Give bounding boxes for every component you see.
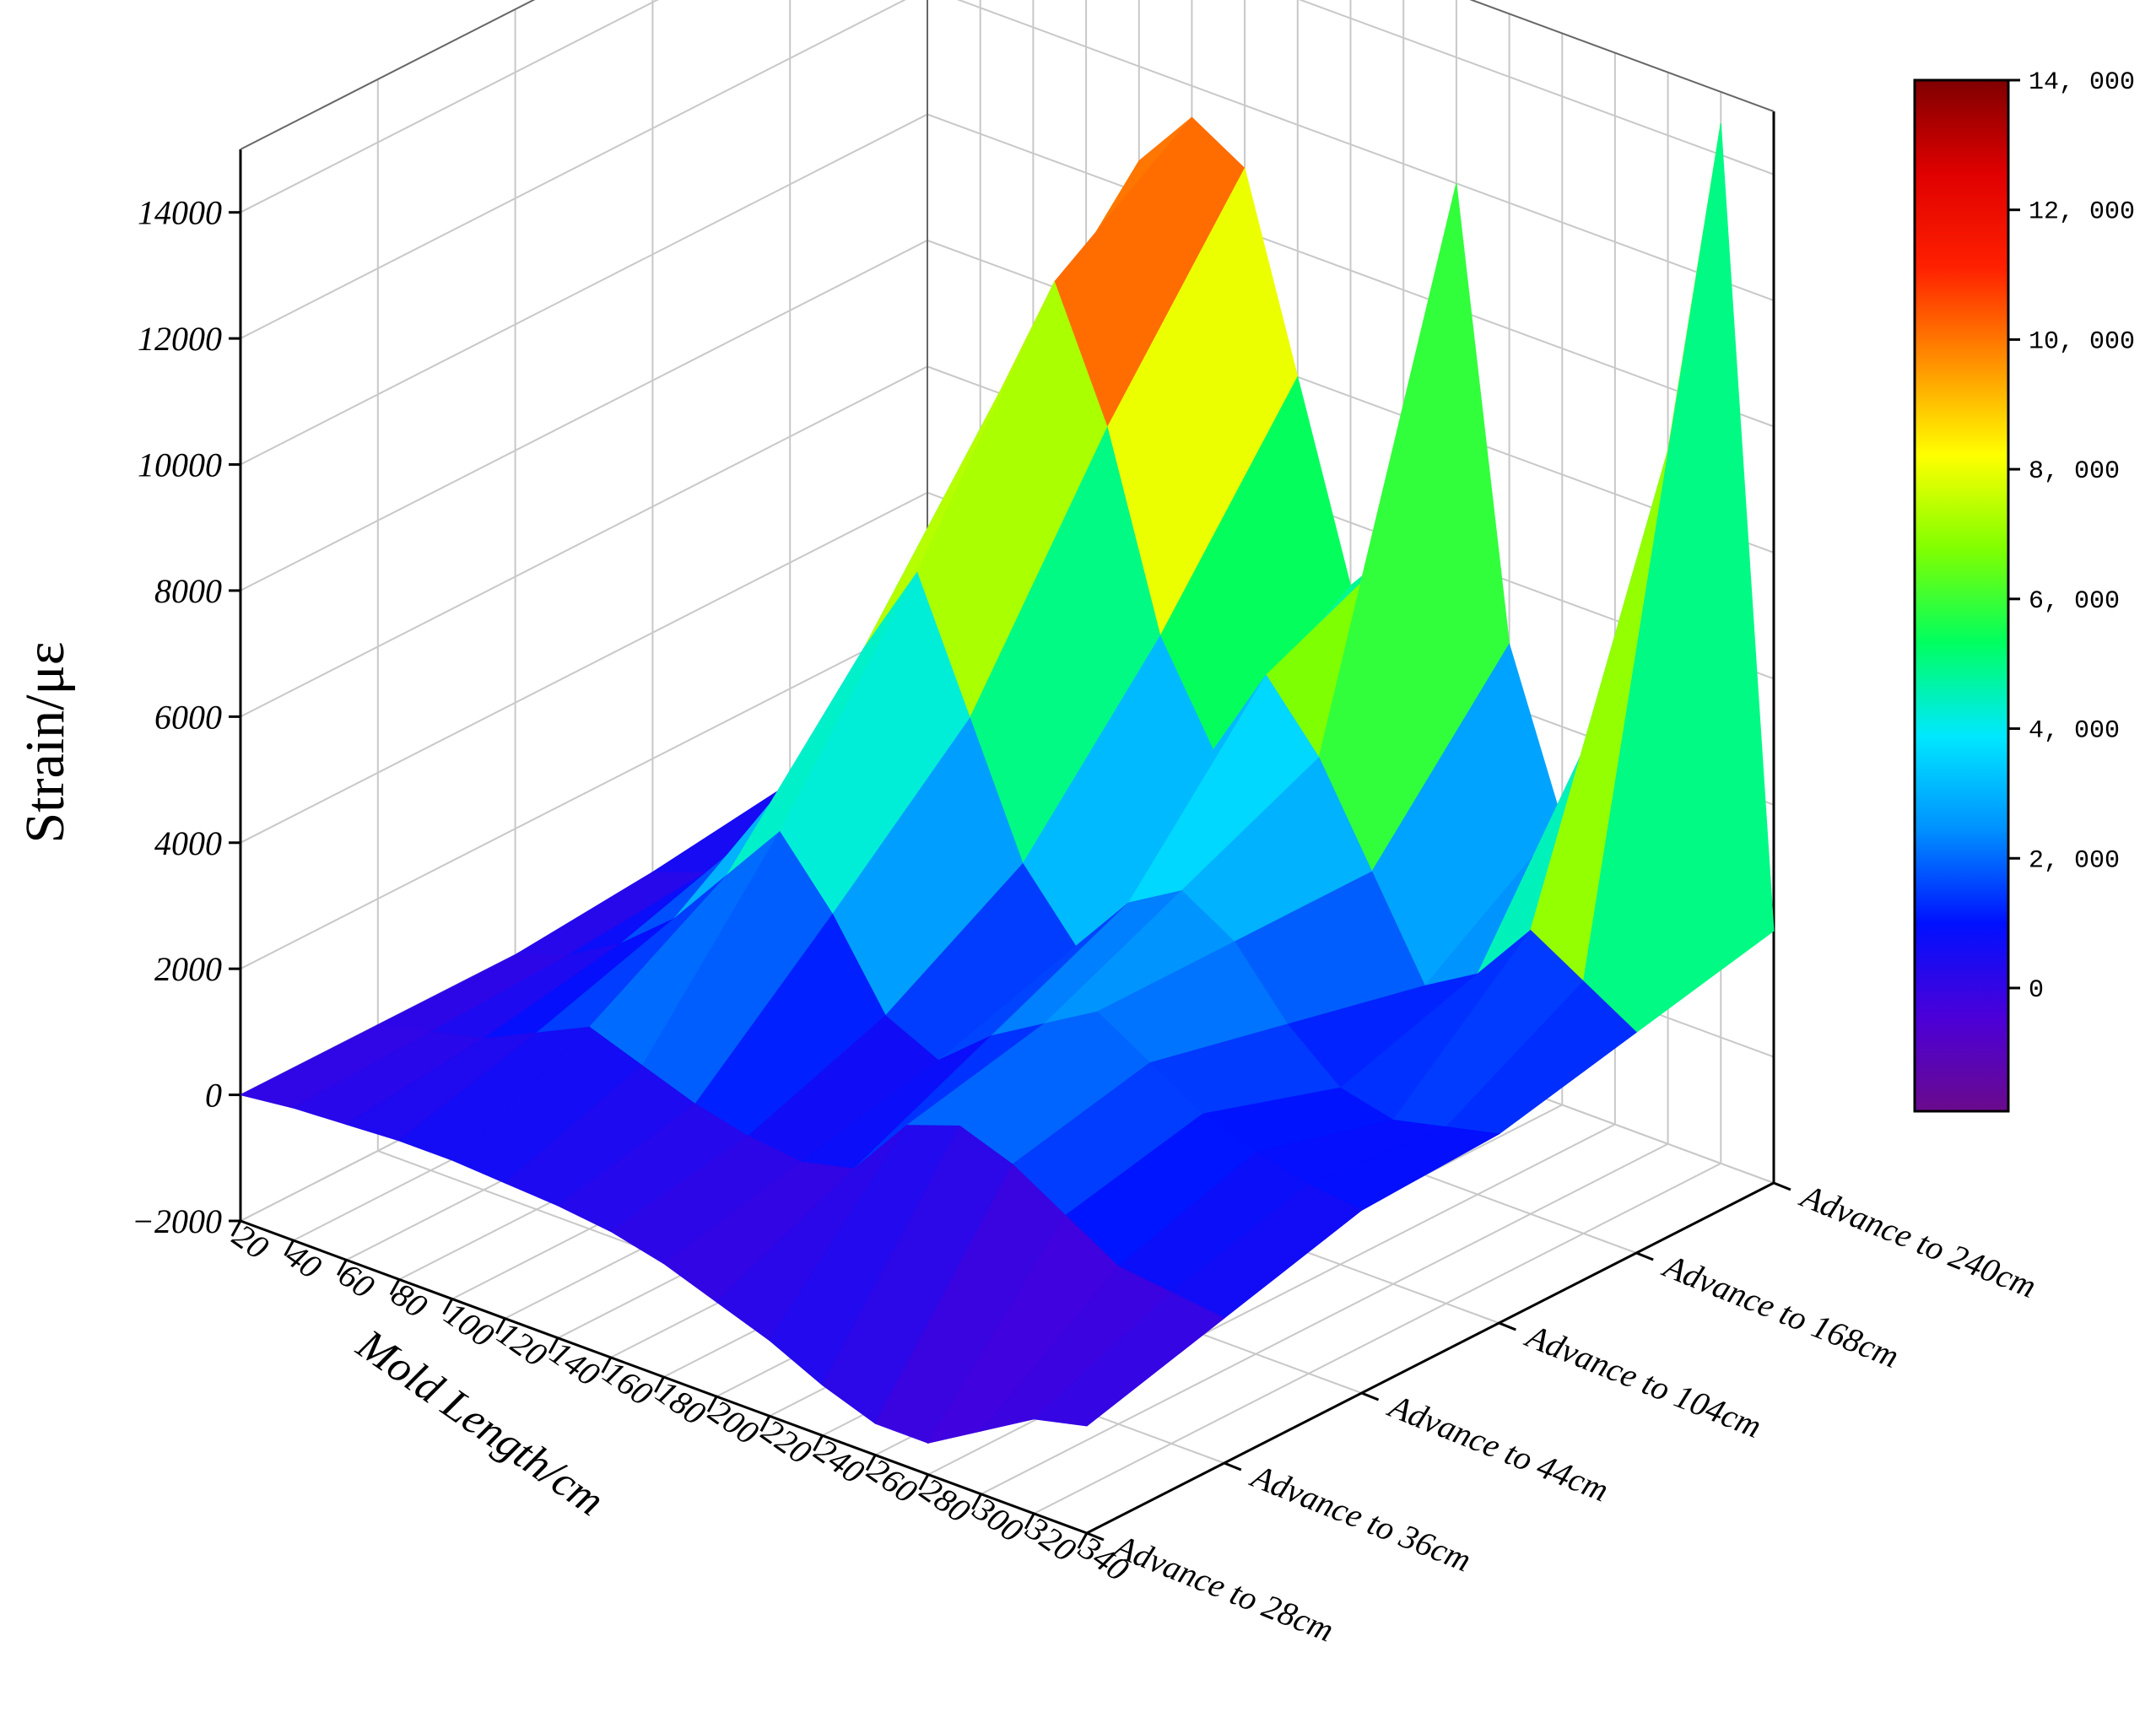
colorbar-tick-label: 14, 000 xyxy=(2029,68,2135,97)
surface-patch xyxy=(1033,1292,1225,1427)
axis-frame xyxy=(240,0,1775,150)
x-tick xyxy=(548,1337,559,1354)
z-axis-title: Strain/με xyxy=(14,641,76,843)
colorbar-tick-label: 12, 000 xyxy=(2029,198,2135,227)
y-tick xyxy=(1086,1531,1105,1542)
colorbar-tick-label: 0 xyxy=(2029,976,2044,1005)
x-tick xyxy=(230,1220,242,1237)
colorbar-tick-label: 2, 000 xyxy=(2029,846,2120,875)
y-tick-label: Advance to 240cm xyxy=(1794,1175,2042,1305)
surface-patch xyxy=(1582,123,1775,1034)
y-tick xyxy=(1498,1321,1516,1331)
x-tick xyxy=(495,1317,506,1335)
y-tick-label: Advance to 36cm xyxy=(1245,1455,1477,1579)
z-tick-label: 4000 xyxy=(154,824,222,862)
y-tick-label: Advance to 168cm xyxy=(1656,1245,1905,1375)
y-tick-label: Advance to 104cm xyxy=(1519,1315,1767,1445)
colorbar-tick-label: 4, 000 xyxy=(2029,717,2120,746)
x-tick xyxy=(654,1376,665,1393)
x-tick-label: 20 xyxy=(226,1217,276,1267)
x-tick-label: 80 xyxy=(385,1275,435,1326)
z-tick-label: 0 xyxy=(205,1077,222,1115)
x-tick-label: 40 xyxy=(279,1236,329,1287)
z-tick-label: 2000 xyxy=(154,950,222,988)
x-tick xyxy=(284,1239,294,1256)
x-tick-label: 60 xyxy=(332,1256,381,1306)
surface xyxy=(239,116,1775,1444)
z-tick-label: 6000 xyxy=(154,698,222,736)
x-tick xyxy=(601,1357,613,1374)
x-tick xyxy=(1077,1532,1089,1549)
x-tick xyxy=(971,1493,982,1510)
colorbar-tick-label: 10, 000 xyxy=(2029,327,2135,356)
x-tick xyxy=(813,1434,824,1452)
y-tick xyxy=(1773,1181,1791,1191)
z-tick-label: 12000 xyxy=(138,320,222,358)
z-tick-label: 8000 xyxy=(154,572,222,610)
x-tick xyxy=(759,1415,771,1432)
x-tick xyxy=(706,1396,718,1412)
grid-line xyxy=(240,0,1775,213)
z-tick-label: 10000 xyxy=(138,446,222,484)
y-tick xyxy=(1224,1461,1242,1472)
z-tick-label: −2000 xyxy=(132,1202,222,1240)
z-tick-label: 14000 xyxy=(138,194,222,232)
colorbar-tick-label: 6, 000 xyxy=(2029,587,2120,616)
x-tick xyxy=(1024,1513,1035,1530)
x-tick xyxy=(389,1278,401,1296)
y-tick-label: Advance to 28cm xyxy=(1107,1526,1339,1649)
y-tick-label: Advance to 44cm xyxy=(1381,1385,1613,1509)
x-tick xyxy=(337,1259,348,1276)
x-tick xyxy=(865,1454,877,1472)
colorbar-tick-label: 8, 000 xyxy=(2029,457,2120,486)
colorbar xyxy=(1913,78,2010,1113)
x-tick xyxy=(918,1473,930,1491)
x-tick xyxy=(442,1298,454,1315)
y-tick xyxy=(1635,1251,1654,1261)
grid-line xyxy=(240,0,1775,339)
y-tick xyxy=(1361,1391,1380,1401)
